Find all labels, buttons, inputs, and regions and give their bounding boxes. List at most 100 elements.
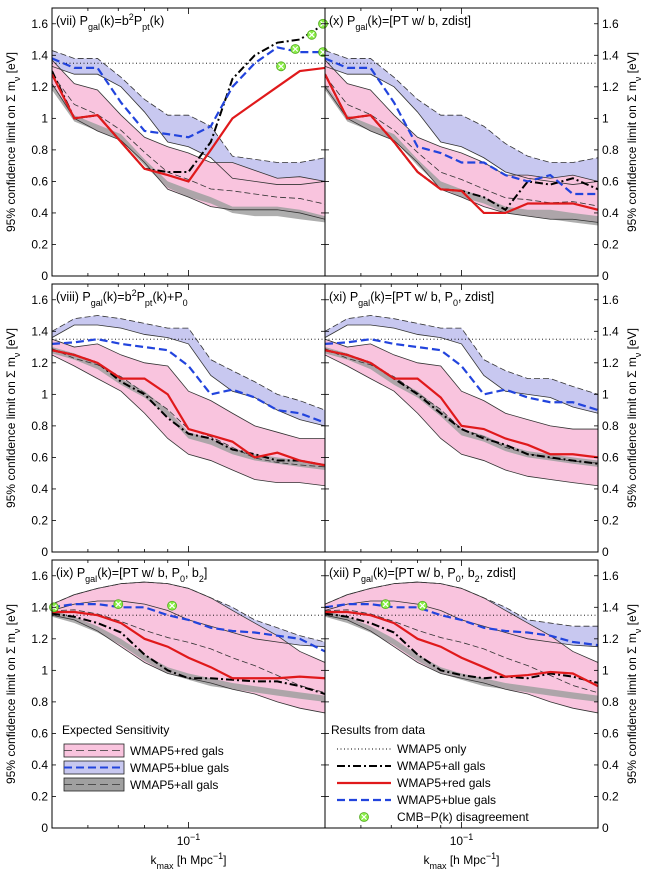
legend-expected-title: Expected Sensitivity: [62, 723, 169, 737]
y-tick-label: 1.4: [602, 600, 619, 614]
y-tick-label: 1.2: [602, 632, 619, 646]
y-tick-label: 0.8: [602, 695, 619, 709]
all-gals-line: [52, 349, 325, 467]
blue-band-lower-edge: [325, 65, 598, 185]
y-tick-label: 0: [41, 821, 48, 835]
y-tick-label: 1.4: [31, 324, 48, 338]
all-band: [52, 83, 325, 223]
red-gals-line: [52, 349, 325, 467]
plot-area: [325, 50, 598, 226]
red-gals-line: [325, 73, 598, 215]
y-tick-label: 1.6: [602, 17, 619, 31]
y-tick-label: 0.8: [31, 695, 48, 709]
y-tick-label: 0.2: [31, 237, 48, 251]
y-tick-label: 0.6: [602, 726, 619, 740]
y-tick-label: 0.2: [31, 513, 48, 527]
panel-5: 0 0.2 0.4 0.6 0.8 1 1.2 1.4 1.6 (ix) Pgal(k)=[PT …: [4, 559, 326, 835]
blue-band-lower-edge: [52, 65, 325, 185]
y-tick-label: 1.2: [602, 80, 619, 94]
red-band: [52, 60, 325, 220]
panel-title: (viii) Pgal(k)=b2Ppt(k)+P0: [56, 288, 188, 308]
y-tick-label: 1.4: [602, 48, 619, 62]
red-band-upper-edge: [325, 59, 598, 182]
y-tick-label: 0.2: [602, 237, 619, 251]
y-tick-label: 0: [41, 269, 48, 283]
y-tick-label: 0.4: [31, 206, 48, 220]
y-tick-label: 0.6: [602, 174, 619, 188]
y-tick-label: 1.6: [31, 17, 48, 31]
legend-results-item: WMAP5+red gals: [397, 776, 491, 790]
legend-results: Results from data WMAP5 only WMAP5+all gal…: [331, 723, 529, 824]
blue-band: [325, 50, 598, 185]
red-band-upper-edge: [52, 338, 325, 439]
legend-expected-item: WMAP5+all gals: [130, 778, 218, 792]
disagreement-marker-cross: [115, 601, 122, 608]
red-band: [325, 582, 598, 713]
red-band-lower-edge: [52, 83, 325, 220]
red-gals-line: [52, 610, 325, 680]
red-band-mid-edge: [325, 75, 598, 207]
all-band: [325, 610, 598, 702]
panel-title: (xii) Pgal(k)=[PT w/ b, P0, b2, zdist]: [329, 566, 516, 584]
legend-results-title: Results from data: [331, 723, 425, 737]
panel-title: (vii) Pgal(k)=b2Ppt(k): [56, 12, 164, 32]
red-band-lower-edge: [52, 614, 325, 714]
y-tick-label: 0.6: [31, 450, 48, 464]
blue-band-upper-edge: [325, 315, 598, 395]
red-band-lower-edge: [325, 86, 598, 223]
all-gals-line: [325, 612, 598, 684]
red-band: [325, 339, 598, 486]
blue-band-lower-edge: [52, 324, 325, 427]
y-axis-label: 95% confidence limit on Σ mν [eV]: [4, 52, 22, 232]
disagreement-marker-cross: [292, 46, 299, 52]
y-tick-label: 0.6: [31, 174, 48, 188]
all-band: [325, 347, 598, 467]
panel-6: 0 0.2 0.4 0.6 0.8 1 1.2 1.4 1.6 (xii) Pgal(k)=[PT…: [324, 559, 643, 835]
red-band-lower-edge: [325, 354, 598, 487]
all-gals-line: [52, 612, 325, 695]
panel-4: 0 0.2 0.4 0.6 0.8 1 1.2 1.4 1.6 (xi) Pgal(k)=[PT …: [324, 283, 643, 559]
blue-gals-line: [52, 46, 325, 139]
y-tick-label: 0: [602, 821, 609, 835]
panel-3: 0 0.2 0.4 0.6 0.8 1 1.2 1.4 1.6 (viii) Pgal(k)=b2…: [4, 283, 326, 559]
panel-2: 0 0.2 0.4 0.6 0.8 1 1.2 1.4 1.6 (x) Pgal(k)=[PT w…: [324, 7, 643, 283]
legend-expected: Expected Sensitivity WMAP5+red gals WMAP5+…: [62, 723, 229, 792]
y-tick-label: 1.2: [31, 80, 48, 94]
panel-title: (xi) Pgal(k)=[PT w/ b, P0, zdist]: [329, 290, 494, 308]
y-tick-label: 0: [41, 545, 48, 559]
plot-area: [52, 315, 325, 487]
plot-area: [325, 315, 598, 487]
red-band: [52, 339, 325, 486]
blue-band-upper-edge: [325, 50, 598, 163]
y-tick-label: 1: [602, 111, 609, 125]
blue-gals-line: [52, 603, 325, 653]
y-tick-label: 0.6: [602, 450, 619, 464]
red-band-lower-edge: [52, 354, 325, 487]
y-tick-label: 1.2: [31, 356, 48, 370]
legend-expected-item: WMAP5+blue gals: [130, 761, 229, 775]
y-tick-label: 1: [602, 663, 609, 677]
panel-title: (ix) Pgal(k)=[PT w/ b, P0, b2]: [56, 566, 207, 584]
y-tick-label: 0.8: [31, 419, 48, 433]
x-tick-label: 10−1: [450, 832, 474, 848]
y-tick-label: 0.8: [602, 143, 619, 157]
red-band-upper-edge: [325, 338, 598, 430]
y-tick-label: 0.8: [602, 419, 619, 433]
y-tick-label: 0.4: [31, 758, 48, 772]
blue-band-upper-edge: [52, 50, 325, 163]
y-tick-label: 1: [41, 387, 48, 401]
red-band: [52, 582, 325, 713]
blue-band: [325, 315, 598, 414]
blue-gals-line: [325, 338, 598, 412]
y-tick-label: 0.2: [602, 789, 619, 803]
red-band-upper-edge: [52, 59, 325, 182]
red-band-mid-edge: [325, 609, 598, 694]
legend-results-item: WMAP5+blue gals: [397, 793, 496, 807]
y-tick-label: 0.4: [602, 206, 619, 220]
blue-band-lower-edge: [325, 324, 598, 414]
plot-area: [325, 581, 598, 714]
plot-area: [52, 581, 325, 714]
disagreement-marker-cross: [419, 602, 426, 609]
legend-disagreement-cross: [361, 814, 367, 820]
